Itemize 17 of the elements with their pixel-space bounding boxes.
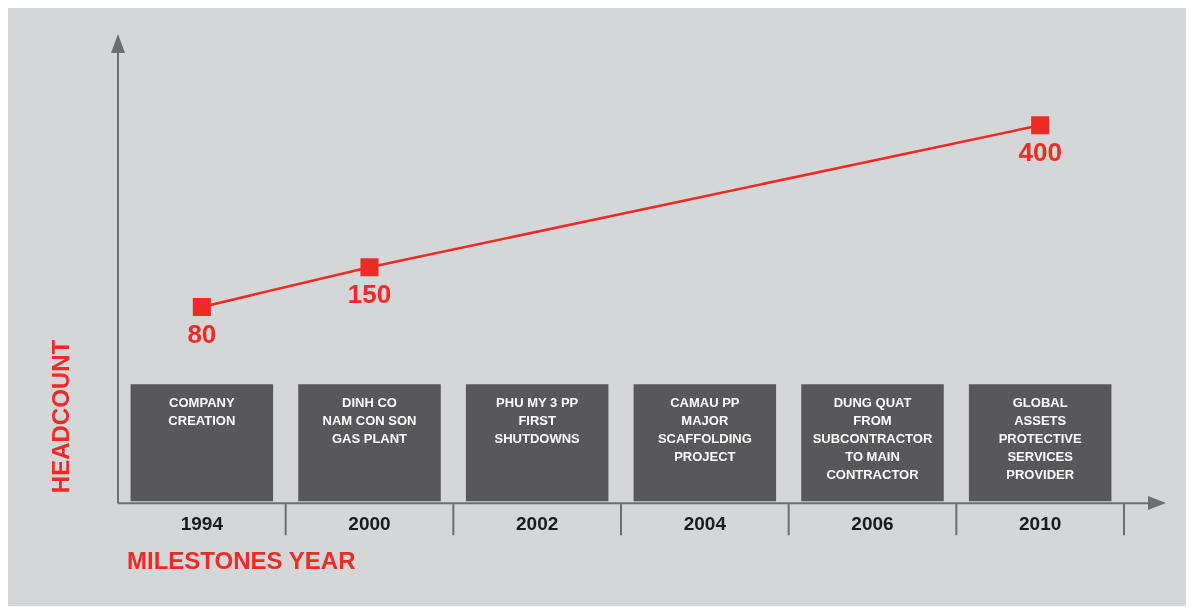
data-label: 150 [347,279,392,310]
data-label: 80 [187,319,217,350]
y-axis-title: HEADCOUNT [46,339,74,494]
text: DINH CO NAM CON SON GAS PLANT [322,395,417,447]
text: PHU MY 3 PP FIRST SHUTDOWNS [494,395,581,447]
x-tick-label: 1994 [180,512,224,534]
text: DUNG QUAT FROM SUBCONTRACTOR TO MAIN CONTRACTOR [812,395,933,483]
x-axis-title: MILESTONES YEAR [127,546,356,574]
text: GLOBAL ASSETS PROTECTIVE SERVICES PROVIDER [998,395,1083,483]
text: CAMAU PP MAJOR SCAFFOLDING PROJECT [657,395,752,465]
data-label: 400 [1018,137,1062,168]
x-tick-label: 2006 [851,512,894,534]
x-tick-label: 2010 [1019,512,1062,534]
text: COMPANY CREATION [168,395,236,429]
x-tick-label: 2000 [348,512,391,534]
x-tick-label: 2004 [683,512,727,534]
x-tick-label: 2002 [516,512,559,534]
